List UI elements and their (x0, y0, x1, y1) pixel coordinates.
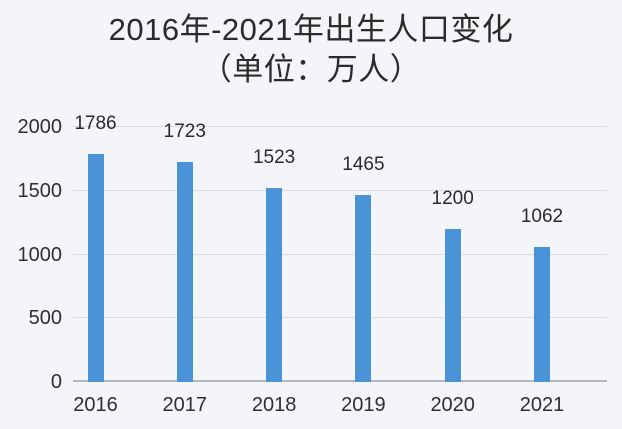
gridline (73, 253, 607, 255)
x-axis-line (73, 380, 607, 382)
x-tick-label: 2020 (430, 394, 475, 416)
bar-value-label: 1523 (252, 146, 296, 168)
chart-title: 2016年-2021年出生人口变化 （单位：万人） (0, 10, 622, 90)
x-tick-label: 2017 (162, 394, 208, 416)
bar-2021 (534, 246, 550, 382)
y-tick-label: 2000 (17, 116, 63, 138)
bar-2016 (87, 154, 104, 382)
bar-2018 (266, 187, 283, 382)
chart-title-line2: （单位：万人） (200, 52, 422, 87)
y-tick-label: 1000 (17, 243, 63, 266)
plot-area: 0 500 1000 1500 2000 1786 1723 1523 1465 1200 106… (18, 114, 607, 415)
x-tick-label: 2021 (519, 394, 565, 416)
bar-value-label: 1723 (163, 121, 206, 143)
bar-2019 (355, 195, 372, 382)
y-tick-label: 0 (50, 371, 62, 393)
chart-title-line1: 2016年-2021年出生人口变化 (108, 12, 514, 47)
x-tick-label: 2019 (341, 394, 386, 416)
bar-value-label: 1465 (342, 154, 385, 176)
y-tick-label: 500 (28, 307, 62, 330)
bar-value-label: 1786 (74, 113, 117, 135)
gridline (73, 317, 607, 319)
x-tick-label: 2018 (251, 394, 297, 416)
bar-value-label: 1062 (520, 205, 564, 227)
gridline (73, 189, 607, 191)
bar-value-label: 1200 (431, 188, 474, 209)
bar-2020 (444, 229, 461, 382)
bar-2017 (176, 162, 193, 382)
gridline (73, 126, 607, 127)
y-tick-label: 1500 (17, 179, 63, 202)
x-tick-label: 2016 (73, 394, 118, 416)
